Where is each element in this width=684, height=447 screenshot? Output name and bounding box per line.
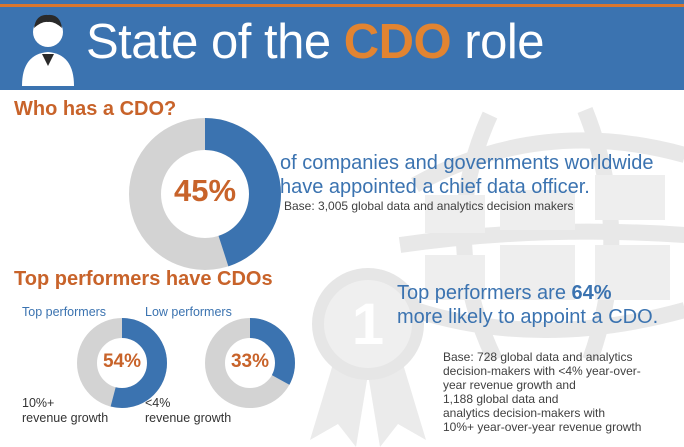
- section1-headline-line1: of companies and governments worldwide: [280, 152, 654, 174]
- top-caption-line2: revenue growth: [22, 411, 109, 425]
- section1-base-note: Base: 3,005 global data and analytics de…: [284, 199, 574, 213]
- donut-chart-low: [205, 318, 295, 408]
- base-line: analytics decision-makers with: [443, 406, 606, 420]
- globe-icon: [398, 107, 684, 360]
- header-banner: [0, 0, 684, 90]
- donut-chart-main: [129, 118, 281, 270]
- top-performers-label: Top performers: [22, 305, 107, 319]
- low-caption-line2: revenue growth: [145, 411, 232, 425]
- page-title: State of the CDO role: [86, 15, 544, 69]
- base-line: decision-makers with <4% year-over-: [443, 364, 641, 378]
- base-line: year revenue growth and: [443, 378, 576, 392]
- header-stripe: [0, 4, 684, 7]
- section1-heading: Who has a CDO?: [14, 98, 177, 120]
- donut-main-value: 45%: [173, 173, 237, 208]
- user-icon: [22, 14, 74, 86]
- top-caption-line1: 10%+: [22, 396, 55, 410]
- award-ribbon-icon: 1: [310, 268, 426, 447]
- section2-headline-line1: Top performers are 64%: [397, 282, 612, 304]
- section2-base-note: Base: 728 global data and analytics deci…: [443, 350, 641, 434]
- low-performers-label: Low performers: [145, 305, 232, 319]
- base-line: 10%+ year-over-year revenue growth: [443, 420, 642, 434]
- donut-chart-top: [77, 318, 167, 408]
- section2-heading: Top performers have CDOs: [14, 268, 273, 290]
- base-line: 1,188 global data and: [443, 392, 559, 406]
- donut-low-value: 33%: [230, 351, 270, 372]
- section2-headline-line2: more likely to appoint a CDO.: [397, 306, 659, 328]
- section1-headline-line2: have appointed a chief data officer.: [280, 176, 590, 198]
- ribbon-number: 1: [352, 292, 384, 357]
- low-caption-line1: <4%: [145, 396, 171, 410]
- base-line: Base: 728 global data and analytics: [443, 350, 633, 364]
- donut-top-value: 54%: [102, 351, 142, 372]
